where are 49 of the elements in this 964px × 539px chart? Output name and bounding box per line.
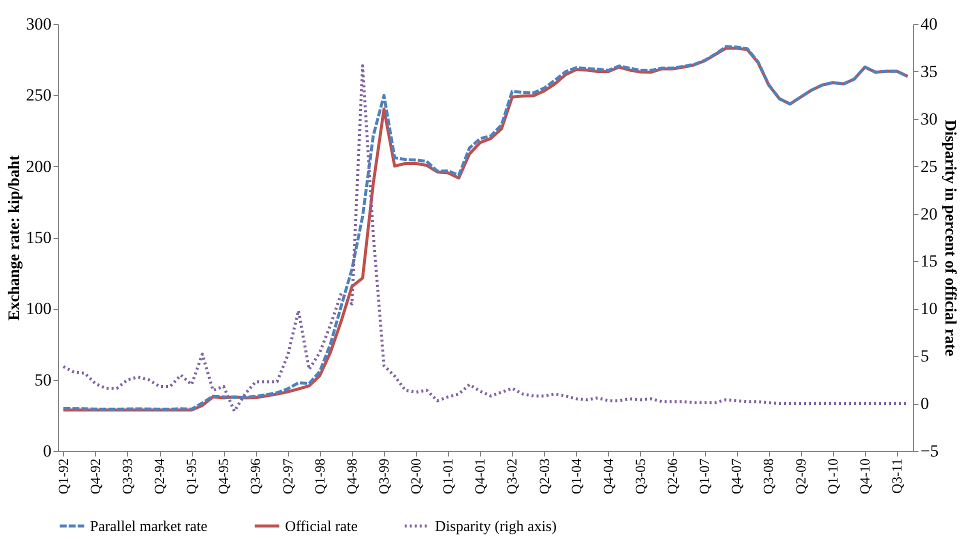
x-tick-label: Q4-95	[217, 458, 232, 494]
y2-tick-label: 40	[920, 14, 938, 34]
x-tick-label: Q4-10	[858, 458, 874, 494]
y2-tick-label: 15	[920, 252, 938, 271]
y-tick-label: 50	[34, 370, 52, 390]
x-tick-label: Q1-04	[570, 458, 585, 494]
x-tick-label: Q2-94	[153, 458, 168, 494]
x-tick-label: Q3-96	[249, 458, 264, 494]
legend-label: Disparity (righ axis)	[435, 519, 557, 535]
y2-tick-label: 5	[920, 346, 929, 366]
x-tick-label: Q2-00	[410, 458, 425, 494]
x-tick-label: Q4-98	[345, 458, 360, 494]
x-tick-label: Q1-98	[313, 458, 328, 494]
x-tick-label: Q3-05	[634, 458, 649, 494]
x-tick-label: Q4-04	[602, 458, 617, 494]
x-tick-label: Q1-01	[442, 458, 457, 494]
x-tick-label: Q4-07	[730, 458, 746, 494]
y2-tick-label: 35	[920, 62, 938, 81]
x-tick-label: Q2-03	[538, 458, 553, 494]
y2-tick-label: 10	[920, 299, 938, 318]
x-tick-label: Q1-92	[56, 458, 72, 494]
x-tick-label: Q3-11	[890, 458, 906, 494]
x-tick-label: Q1-10	[826, 458, 842, 494]
y2-tick-label: 0	[920, 394, 929, 414]
x-tick-label: Q4-01	[474, 458, 489, 494]
y-tick-label: 0	[43, 442, 52, 460]
y2-tick-label: 25	[920, 156, 938, 176]
legend-label: Official rate	[285, 519, 358, 535]
x-tick-label: Q1-07	[698, 458, 714, 494]
legend-label: Parallel market rate	[90, 519, 208, 535]
y2-axis-title: Disparity in percent of official rate	[942, 120, 959, 356]
x-tick-label: Q2-97	[281, 458, 296, 494]
y-tick-label: 150	[26, 228, 52, 247]
x-tick-label: Q2-09	[794, 458, 810, 494]
y2-tick-label: 20	[920, 204, 938, 224]
y-axis-title: Exchange rate: kip/baht	[6, 154, 23, 321]
x-tick-label: Q3-08	[762, 458, 778, 494]
x-tick-label: Q3-99	[377, 458, 392, 494]
y-tick-label: 300	[26, 14, 52, 34]
y-tick-label: 250	[26, 86, 52, 105]
y-tick-label: 200	[26, 156, 52, 176]
x-tick-label: Q1-95	[185, 458, 200, 494]
y2-tick-label: 30	[920, 109, 938, 128]
x-tick-label: Q4-92	[88, 458, 104, 494]
y-tick-label: 100	[26, 299, 52, 318]
x-tick-label: Q3-02	[506, 458, 521, 494]
y2-tick-label: −5	[920, 442, 939, 460]
x-tick-label: Q2-06	[666, 458, 682, 494]
x-tick-label: Q3-93	[120, 458, 136, 494]
